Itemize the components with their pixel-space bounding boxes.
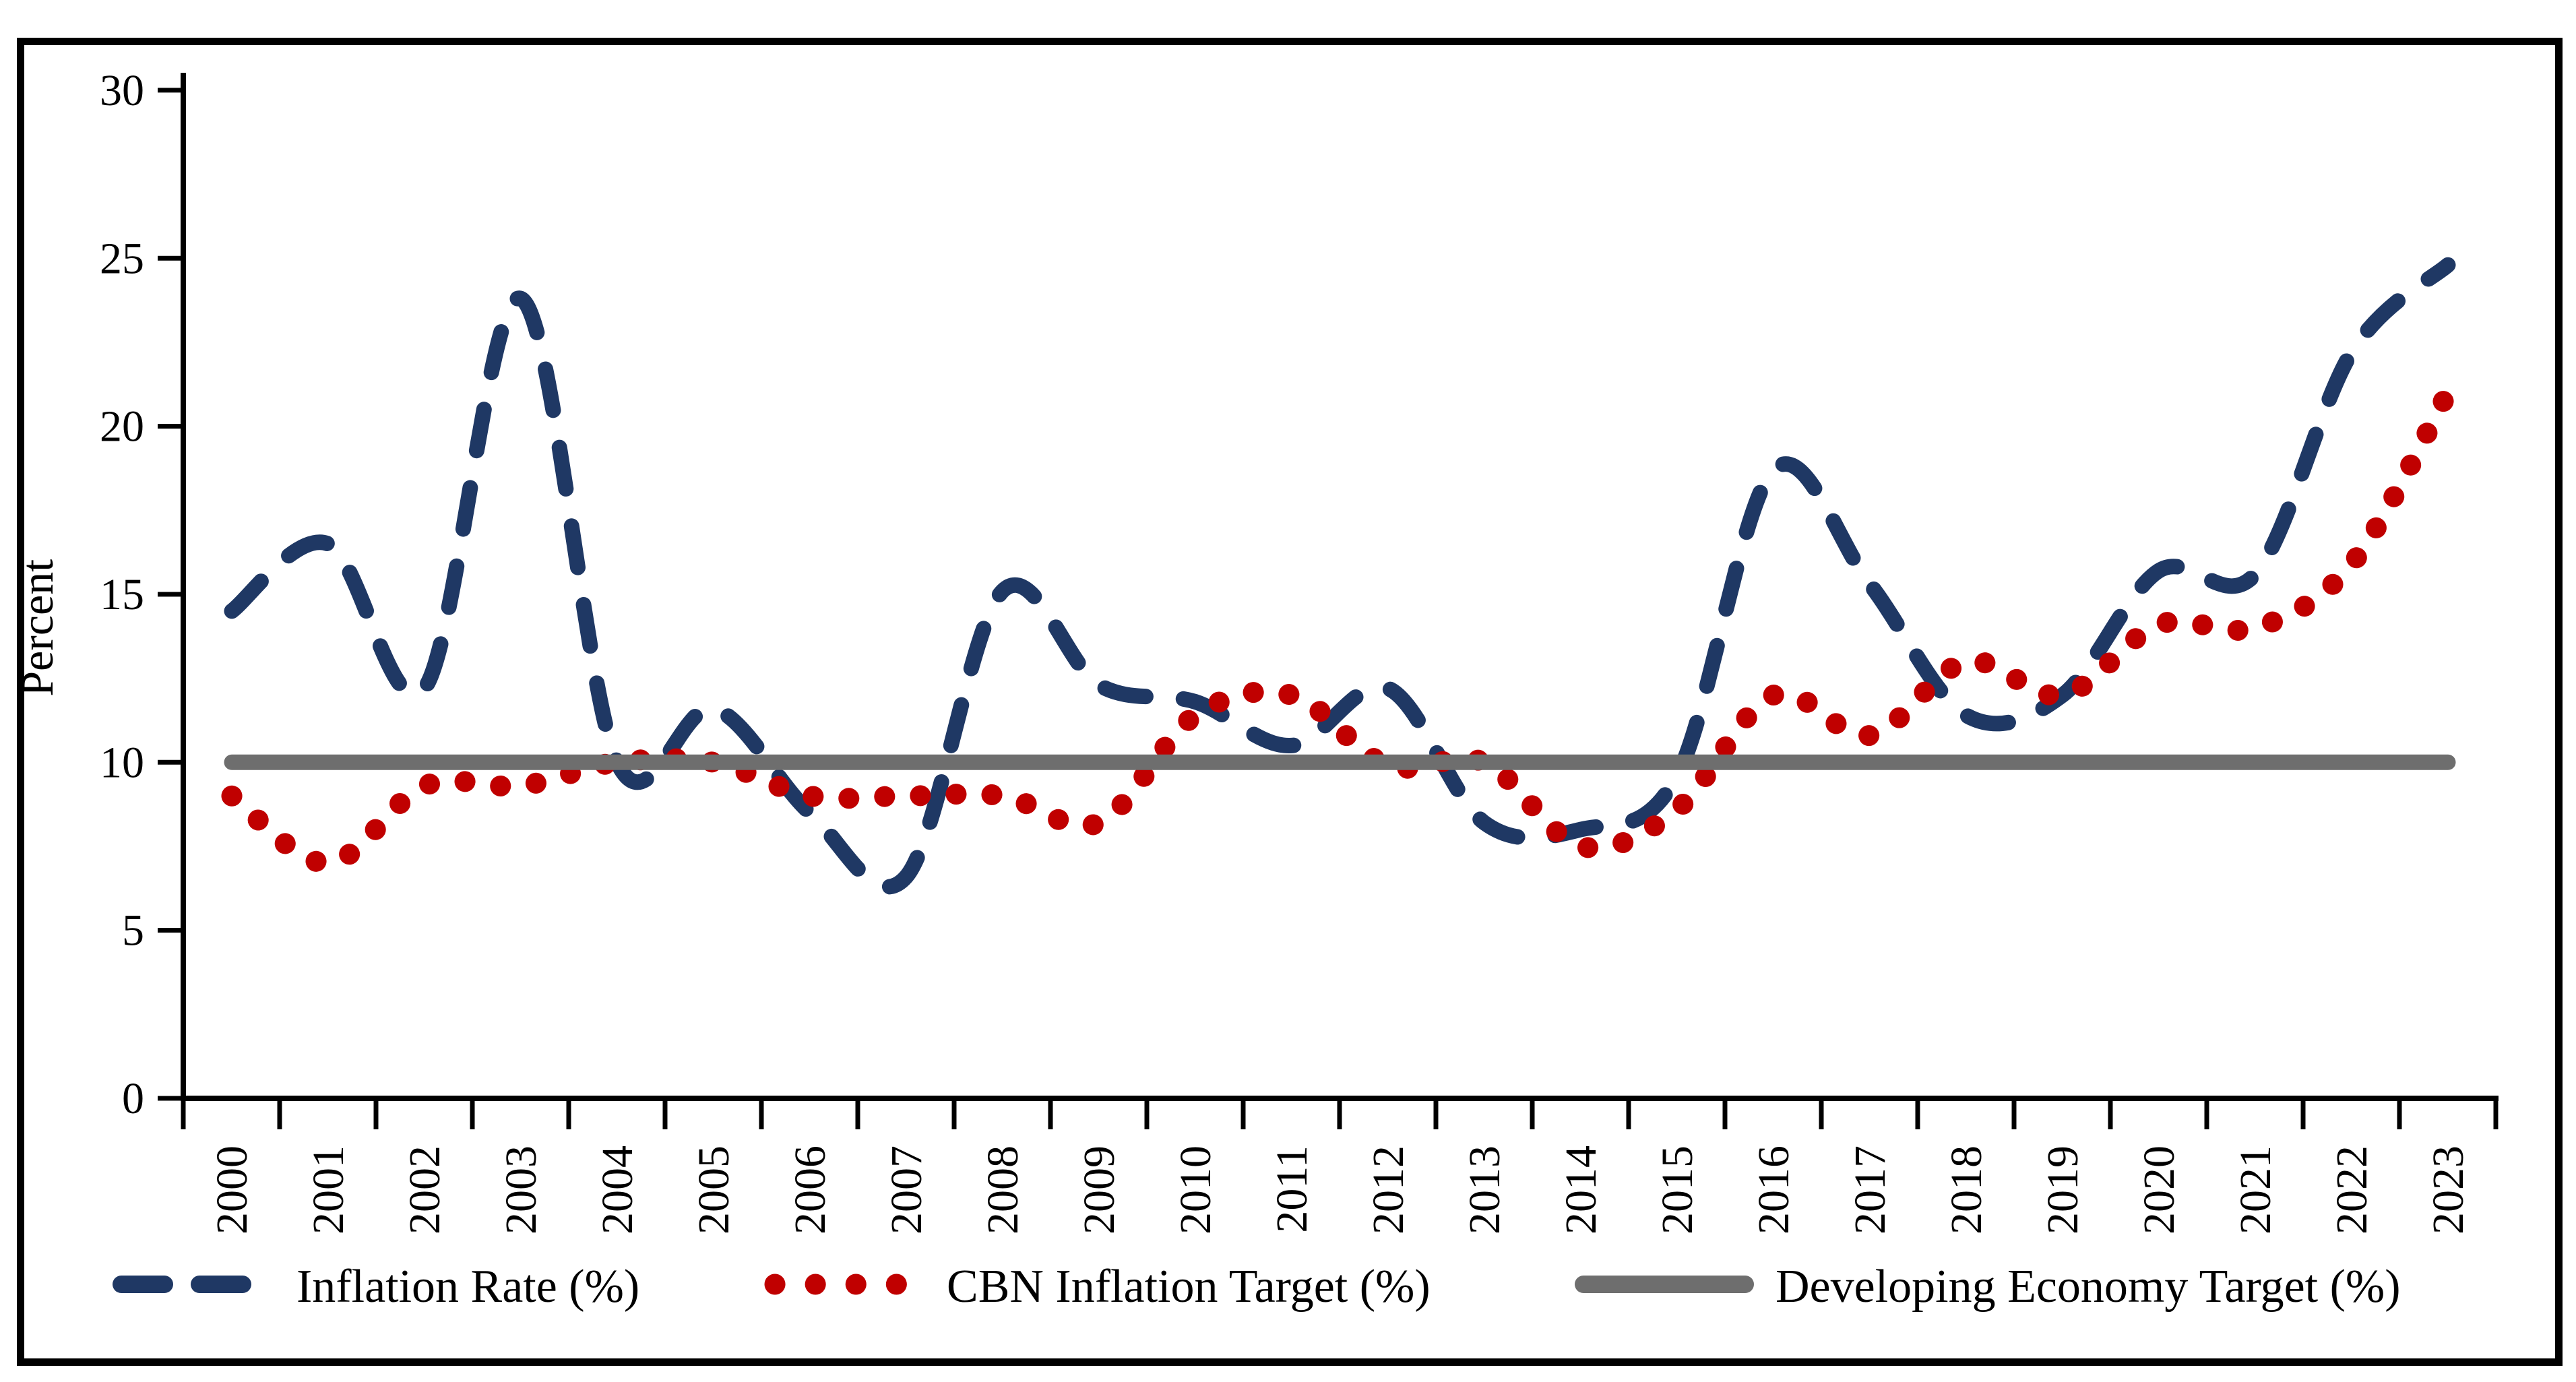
x-tick-label: 2013 bbox=[1460, 1145, 1509, 1234]
x-tick-label: 2009 bbox=[1075, 1145, 1124, 1234]
x-tick-label: 2021 bbox=[2231, 1145, 2280, 1234]
x-tick-label: 2011 bbox=[1267, 1145, 1317, 1233]
legend-label: Developing Economy Target (%) bbox=[1776, 1261, 2401, 1313]
legend: Inflation Rate (%) CBN Inflation Target (… bbox=[113, 1261, 2401, 1313]
x-tick-label: 2003 bbox=[497, 1145, 546, 1234]
x-tick-label: 2012 bbox=[1364, 1145, 1413, 1234]
y-tick-label: 5 bbox=[122, 906, 144, 955]
x-tick-label: 2010 bbox=[1171, 1145, 1220, 1234]
x-tick-label: 2022 bbox=[2327, 1145, 2377, 1234]
series-inflation-rate bbox=[224, 257, 2456, 895]
x-tick-label: 2020 bbox=[2135, 1145, 2184, 1234]
x-tick-label: 2019 bbox=[2038, 1145, 2087, 1234]
legend-label: CBN Inflation Target (%) bbox=[947, 1261, 1431, 1313]
y-tick-label: 25 bbox=[100, 234, 144, 283]
x-tick-label: 2007 bbox=[882, 1145, 931, 1234]
y-tick-label: 15 bbox=[100, 570, 144, 619]
x-tick-label: 2000 bbox=[208, 1145, 257, 1234]
x-tick-label: 2023 bbox=[2424, 1145, 2473, 1234]
x-tick-label: 2016 bbox=[1749, 1145, 1798, 1234]
x-tick-label: 2014 bbox=[1557, 1145, 1606, 1234]
x-tick-label: 2008 bbox=[978, 1145, 1028, 1234]
y-tick-label: 30 bbox=[100, 66, 144, 115]
x-tick-label: 2001 bbox=[304, 1145, 353, 1234]
axes bbox=[158, 73, 2499, 1129]
legend-label: Inflation Rate (%) bbox=[296, 1261, 639, 1313]
x-tick-label: 2018 bbox=[1942, 1145, 1991, 1234]
x-tick-label: 2004 bbox=[593, 1145, 642, 1234]
x-tick-label: 2017 bbox=[1846, 1145, 1895, 1234]
axis-labels: 0 5 10 15 20 25 30 2000 2001 2002 2003 2004 2005 2006… bbox=[11, 66, 2473, 1234]
plot-area bbox=[221, 257, 2459, 895]
x-tick-label: 2005 bbox=[689, 1145, 739, 1234]
x-tick-label: 2002 bbox=[400, 1145, 449, 1234]
y-tick-label: 10 bbox=[100, 738, 144, 787]
y-tick-label: 0 bbox=[122, 1074, 144, 1123]
x-tick-label: 2015 bbox=[1653, 1145, 1702, 1234]
x-tick-label: 2006 bbox=[786, 1145, 835, 1234]
y-axis-title: Percent bbox=[11, 559, 63, 697]
y-tick-label: 20 bbox=[100, 402, 144, 451]
